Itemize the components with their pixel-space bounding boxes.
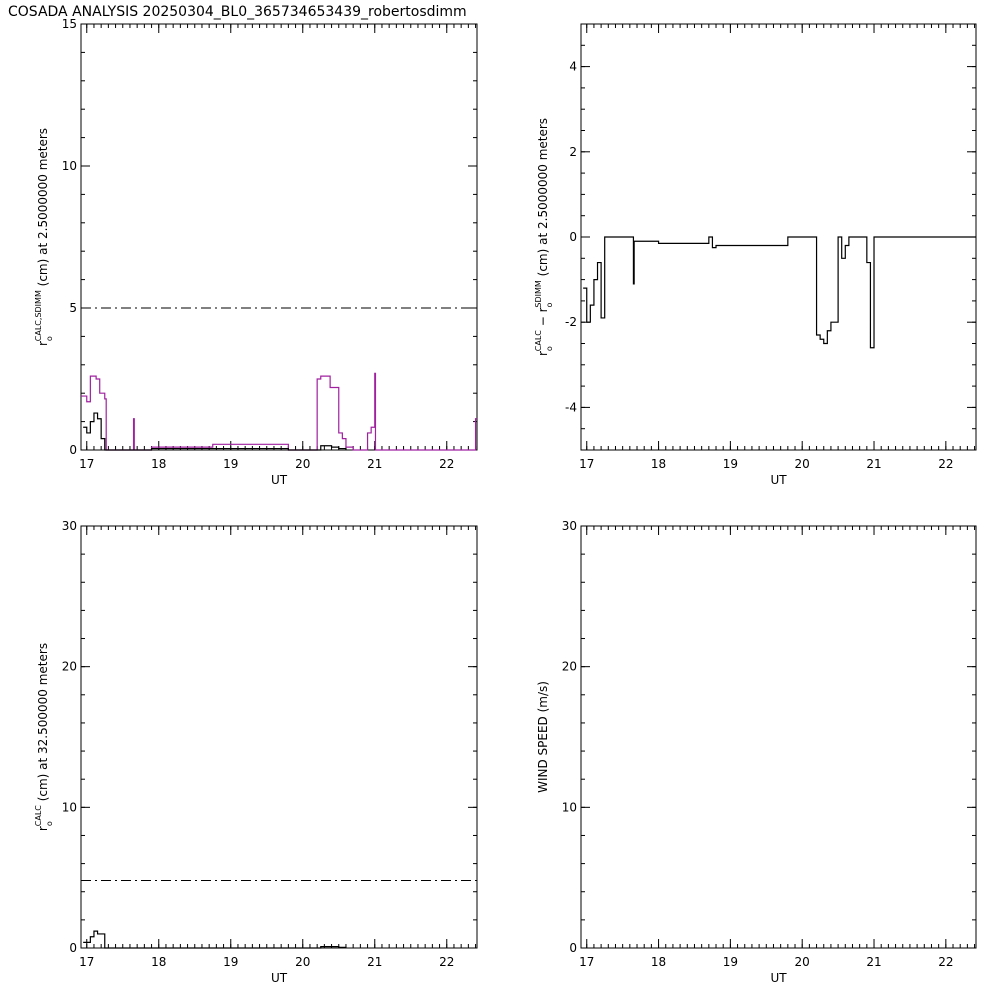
- y-axis-label-part: r: [36, 341, 50, 346]
- y-axis-label-part: (cm) at 2.5000000 meters: [536, 118, 550, 280]
- x-axis-label: UT: [271, 971, 288, 985]
- panel: 17 18 19 20 21 22 0 5 10 15 UT roCALC,SDIMM (cm) at…: [34, 17, 478, 487]
- plot-frame: [580, 525, 977, 949]
- y-tick-label: 5: [69, 301, 77, 315]
- x-tick-label: 20: [795, 457, 810, 471]
- x-tick-label: 21: [367, 955, 382, 969]
- y-tick-label: 4: [569, 60, 577, 74]
- x-tick-label: 20: [295, 457, 310, 471]
- x-tick-label: 21: [866, 955, 881, 969]
- y-tick-label: 0: [69, 941, 77, 955]
- x-tick-label: 19: [223, 457, 238, 471]
- y-tick-label: 10: [562, 800, 577, 814]
- y-tick-label: 2: [569, 145, 577, 159]
- y-axis-label-part: o: [45, 336, 54, 341]
- x-tick-label: 19: [723, 955, 738, 969]
- x-axis-label: UT: [770, 971, 787, 985]
- panel: 17 18 19 20 21 22 0 10 20 30 UT WIND SPEED (m/s): [536, 519, 977, 985]
- data-line: [83, 412, 347, 451]
- y-tick-label: 0: [69, 443, 77, 457]
- y-tick-label: 15: [62, 17, 77, 31]
- x-tick-label: 19: [223, 955, 238, 969]
- y-axis-label-part: CALC: [34, 805, 43, 827]
- y-tick-label: 10: [62, 159, 77, 173]
- data-line: [583, 236, 976, 349]
- y-tick-label: 20: [62, 660, 77, 674]
- y-tick-label: -4: [565, 400, 577, 414]
- y-axis-label: roCALC,SDIMM (cm) at 2.5000000 meters: [34, 128, 54, 346]
- y-tick-label: 10: [62, 800, 77, 814]
- data-line: [83, 930, 347, 949]
- data-line: [81, 372, 477, 451]
- x-tick-label: 22: [439, 955, 454, 969]
- y-tick-label: 30: [562, 519, 577, 533]
- figure-title: COSADA ANALYSIS 20250304_BL0_36573465343…: [8, 4, 467, 20]
- x-tick-label: 18: [651, 955, 666, 969]
- y-axis-label-part: SDIMM: [534, 280, 543, 308]
- x-tick-label: 18: [151, 955, 166, 969]
- y-tick-label: 20: [562, 660, 577, 674]
- y-axis-label-part: CALC,SDIMM: [34, 290, 43, 341]
- x-tick-label: 18: [151, 457, 166, 471]
- x-tick-label: 17: [579, 955, 594, 969]
- y-tick-label: 0: [569, 941, 577, 955]
- x-tick-label: 22: [938, 955, 953, 969]
- y-axis-label-part: WIND SPEED (m/s): [536, 681, 550, 793]
- y-axis-label-part: r: [36, 826, 50, 831]
- x-tick-label: 20: [295, 955, 310, 969]
- x-tick-label: 21: [866, 457, 881, 471]
- y-axis-label: WIND SPEED (m/s): [536, 681, 550, 793]
- plot-frame: [80, 23, 478, 451]
- y-axis-label: roCALC − roSDIMM (cm) at 2.5000000 meter…: [534, 118, 554, 356]
- x-tick-label: 17: [79, 955, 94, 969]
- y-axis-label-part: (cm) at 2.5000000 meters: [36, 128, 50, 290]
- y-axis-label-part: − r: [536, 307, 550, 330]
- y-axis-label-part: (cm) at 32.500000 meters: [36, 643, 50, 805]
- panel: 17 18 19 20 21 22 0 10 20 30 UT roCALC (cm) at 32.5…: [34, 519, 478, 985]
- x-tick-label: 18: [651, 457, 666, 471]
- y-axis-label-part: o: [45, 821, 54, 826]
- y-axis-label-part: r: [536, 351, 550, 356]
- x-tick-label: 17: [79, 457, 94, 471]
- x-axis-label: UT: [770, 473, 787, 487]
- y-axis-label-part: o: [545, 302, 554, 307]
- x-tick-label: 22: [938, 457, 953, 471]
- x-tick-label: 17: [579, 457, 594, 471]
- y-axis-label: roCALC (cm) at 32.500000 meters: [34, 643, 54, 831]
- x-tick-label: 19: [723, 457, 738, 471]
- y-axis-label-part: o: [545, 346, 554, 351]
- x-tick-label: 21: [367, 457, 382, 471]
- y-tick-label: 30: [62, 519, 77, 533]
- x-axis-label: UT: [271, 473, 288, 487]
- x-tick-label: 22: [439, 457, 454, 471]
- x-tick-label: 20: [795, 955, 810, 969]
- y-tick-label: -2: [565, 315, 577, 329]
- y-axis-label-part: CALC: [534, 330, 543, 352]
- y-tick-label: 0: [569, 230, 577, 244]
